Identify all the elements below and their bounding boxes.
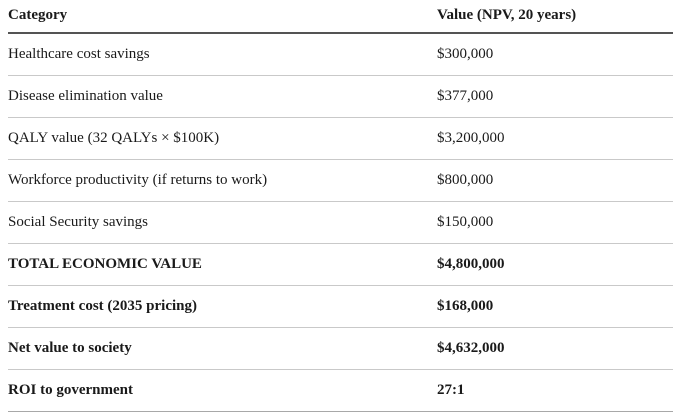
table-row-treatment-cost: Treatment cost (2035 pricing) $168,000 (8, 285, 673, 328)
column-header-value: Value (NPV, 20 years) (437, 0, 673, 34)
value-cell: $3,200,000 (437, 117, 673, 160)
value-cell: $150,000 (437, 201, 673, 244)
table-row: Disease elimination value $377,000 (8, 75, 673, 118)
value-cell: 27:1 (437, 369, 673, 412)
category-cell: Workforce productivity (if returns to wo… (8, 159, 437, 202)
value-cell: $300,000 (437, 33, 673, 76)
value-cell: $168,000 (437, 285, 673, 328)
table-header: Category Value (NPV, 20 years) (8, 0, 673, 34)
value-cell: $377,000 (437, 75, 673, 118)
table-row: Healthcare cost savings $300,000 (8, 33, 673, 76)
category-cell: TOTAL ECONOMIC VALUE (8, 243, 437, 286)
table-row-net-value: Net value to society $4,632,000 (8, 327, 673, 370)
header-row: Category Value (NPV, 20 years) (8, 0, 673, 34)
economic-value-table: Category Value (NPV, 20 years) Healthcar… (8, 0, 673, 412)
table-body: Healthcare cost savings $300,000 Disease… (8, 33, 673, 412)
column-header-category: Category (8, 0, 437, 34)
table-row: QALY value (32 QALYs × $100K) $3,200,000 (8, 117, 673, 160)
table-row-total: TOTAL ECONOMIC VALUE $4,800,000 (8, 243, 673, 286)
category-cell: Social Security savings (8, 201, 437, 244)
value-cell: $800,000 (437, 159, 673, 202)
category-cell: ROI to government (8, 369, 437, 412)
table-row: Workforce productivity (if returns to wo… (8, 159, 673, 202)
category-cell: Treatment cost (2035 pricing) (8, 285, 437, 328)
value-cell: $4,632,000 (437, 327, 673, 370)
table-row-roi: ROI to government 27:1 (8, 369, 673, 412)
category-cell: Healthcare cost savings (8, 33, 437, 76)
value-cell: $4,800,000 (437, 243, 673, 286)
table-row: Social Security savings $150,000 (8, 201, 673, 244)
category-cell: Net value to society (8, 327, 437, 370)
category-cell: QALY value (32 QALYs × $100K) (8, 117, 437, 160)
category-cell: Disease elimination value (8, 75, 437, 118)
